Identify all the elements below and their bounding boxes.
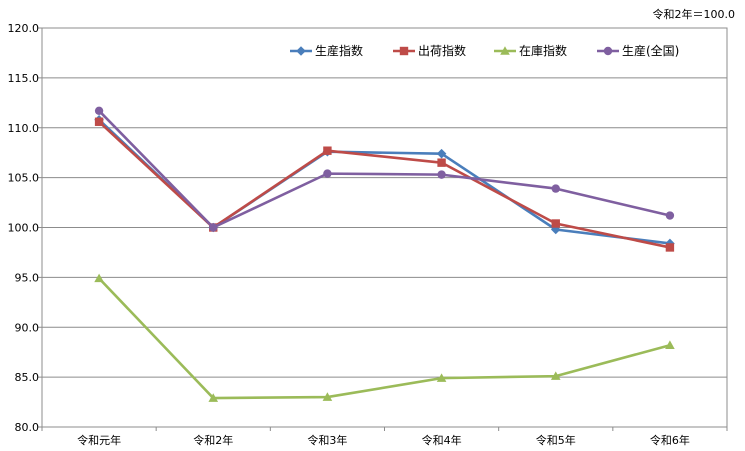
x-tick-label: 令和3年 (307, 433, 347, 447)
data-point (550, 371, 561, 380)
data-point (209, 223, 218, 232)
series-0 (94, 114, 675, 249)
data-point (437, 158, 446, 167)
data-point (551, 184, 560, 193)
legend-marker (500, 46, 510, 55)
data-point (94, 117, 104, 126)
y-tick-label: 95.0 (15, 271, 40, 284)
x-tick-label: 令和4年 (422, 433, 462, 447)
series-line (98, 277, 671, 400)
legend-item: 生産(全国) (597, 43, 679, 58)
data-point (322, 392, 333, 401)
y-tick-label: 115.0 (8, 72, 40, 85)
gridlines (38, 27, 728, 431)
data-point (323, 169, 332, 178)
data-point (665, 211, 675, 220)
legend-marker (399, 46, 409, 56)
data-point (665, 243, 675, 252)
y-tick-label: 100.0 (8, 222, 40, 235)
legend-label: 生産(全国) (622, 43, 679, 58)
y-tick-label: 90.0 (15, 321, 40, 334)
legend-marker (603, 46, 613, 56)
data-point (436, 148, 447, 159)
x-axis-ticks: 令和元年 令和2年 令和3年 令和4年 令和5年 令和6年 (77, 433, 690, 447)
data-point (551, 219, 560, 228)
data-point (665, 340, 675, 350)
x-tick-label: 令和元年 (77, 433, 121, 447)
y-tick-label: 120.0 (8, 22, 40, 35)
legend-marker (296, 46, 306, 56)
x-tick-label: 令和2年 (193, 433, 233, 447)
data-point (550, 224, 561, 235)
series-line (98, 109, 671, 229)
y-axis-ticks: 80.0 85.0 90.0 95.0 100.0 105.0 110.0 115.0 120.… (8, 22, 40, 434)
data-point (437, 170, 446, 179)
legend-label: 出荷指数 (418, 43, 466, 58)
data-point (436, 373, 447, 382)
data-point (323, 146, 332, 155)
series-3 (94, 106, 675, 232)
y-tick-label: 80.0 (15, 421, 40, 434)
base-year-note: 令和2年＝100.0 (652, 8, 736, 21)
legend: 生産指数 出荷指数 在庫指数 生産(全国) (290, 43, 679, 58)
x-tick-label: 令和6年 (650, 433, 690, 447)
series-line (98, 120, 671, 249)
data-point (94, 106, 104, 115)
data-point (208, 393, 219, 402)
legend-label: 生産指数 (315, 43, 363, 58)
series-2 (94, 273, 675, 402)
y-tick-label: 110.0 (8, 122, 40, 135)
y-tick-label: 105.0 (8, 172, 40, 185)
series-line (98, 118, 671, 245)
legend-item: 生産指数 (290, 43, 363, 58)
x-tick-label: 令和5年 (536, 433, 576, 447)
legend-item: 在庫指数 (494, 43, 567, 58)
y-tick-label: 85.0 (15, 371, 40, 384)
data-point (94, 273, 104, 283)
legend-item: 出荷指数 (393, 43, 466, 58)
plot-area (94, 106, 675, 402)
series-1 (94, 117, 675, 252)
legend-label: 在庫指数 (519, 43, 567, 58)
